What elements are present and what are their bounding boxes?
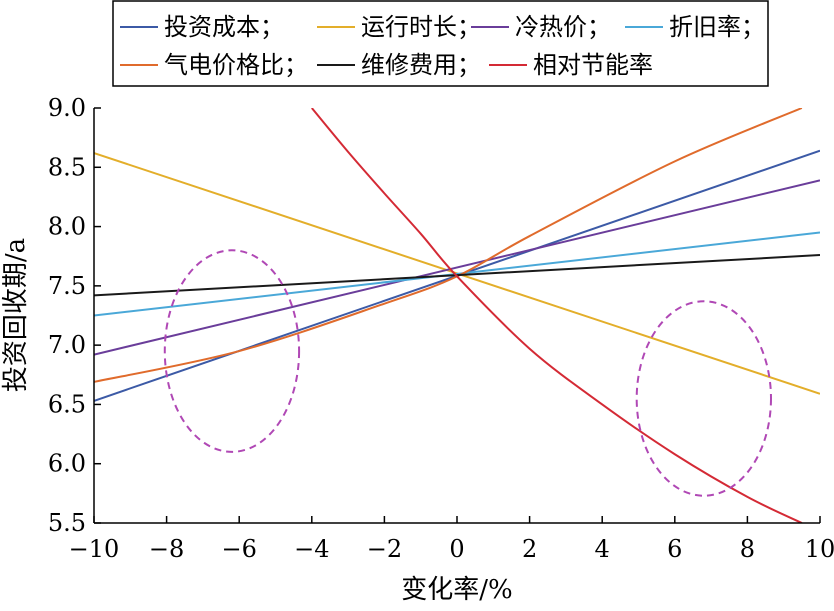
y-tick-label: 5.5 [48, 509, 86, 537]
annotation-group [163, 249, 772, 497]
axes: −10 −8 −6 −4 −2 0 2 4 6 8 10 5.5 6.0 6.5 7.0 7.5 8.0 8.5… [48, 94, 834, 563]
legend: 投资成本； 运行时长； 冷热价； 折旧率； 气电价格比； 维修费用； 相对节能率 [112, 0, 769, 87]
x-tick-label: 2 [522, 535, 537, 563]
series-group [94, 108, 820, 523]
legend-label-4: 气电价格比； [164, 51, 308, 79]
x-tick-label: 6 [667, 535, 682, 563]
x-tick-label: −10 [69, 535, 120, 563]
series-line-4 [94, 108, 803, 383]
dashed-ellipse-1 [635, 300, 772, 497]
x-tick-label: 0 [449, 535, 464, 563]
x-tick-label: −4 [294, 535, 329, 563]
y-tick-label: 6.0 [48, 450, 86, 478]
y-tick-label: 8.0 [48, 213, 86, 241]
series-line-2 [94, 179, 820, 356]
legend-label-3: 折旧率； [669, 13, 765, 41]
y-tick-label: 7.5 [48, 272, 86, 300]
y-axis-title: 投资回收期/a [1, 238, 31, 392]
x-tick-label: 4 [595, 535, 610, 563]
series-line-3 [94, 231, 820, 317]
y-tick-label: 6.5 [48, 390, 86, 418]
x-axis-title: 变化率/% [401, 575, 512, 605]
y-tick-label: 9.0 [48, 94, 86, 122]
legend-label-1: 运行时长； [361, 13, 481, 41]
x-tick-label: −8 [149, 535, 184, 563]
legend-box [112, 0, 769, 87]
x-tick-label: −6 [222, 535, 257, 563]
x-tick-label: −2 [367, 535, 402, 563]
y-tick-label: 7.0 [48, 331, 86, 359]
y-tick-label: 8.5 [48, 153, 86, 181]
legend-label-5: 维修费用； [361, 51, 481, 79]
legend-label-0: 投资成本； [164, 13, 284, 41]
series-line-6 [311, 108, 803, 523]
legend-label-6: 相对节能率 [533, 51, 653, 79]
x-tick-label: 8 [740, 535, 755, 563]
legend-label-2: 冷热价； [515, 13, 611, 41]
x-tick-label: 10 [805, 535, 834, 563]
dashed-ellipse-0 [163, 249, 301, 453]
